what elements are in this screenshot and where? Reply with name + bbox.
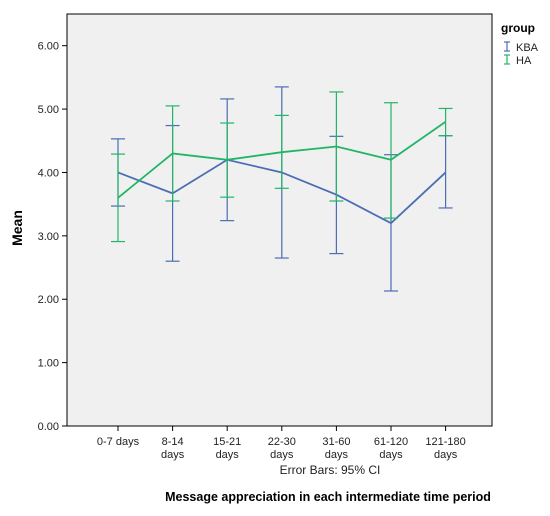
x-tick-label: 61-120 [374,436,408,448]
legend-title: group [501,21,535,35]
x-tick-label: days [434,449,458,461]
x-tick-label: 121-180 [425,436,465,448]
y-axis: 0.00 1.00 2.00 3.00 4.00 5.00 6.00 [38,41,67,433]
legend-label: HA [516,55,532,67]
series-layer [111,86,453,292]
x-axis: 0-7 days 8-14days15-21days22-30days31-60d… [97,426,466,461]
legend-errorbar-icon [504,54,510,65]
x-tick-label: 8-14 [162,436,184,448]
series-ha [111,91,453,243]
error-bars-note: Error Bars: 95% CI [280,463,381,477]
x-tick-label: 22-30 [268,436,296,448]
x-tick-label: days [216,449,240,461]
y-tick-label: 0.00 [38,421,59,433]
x-tick-label: days [161,449,185,461]
y-tick-label: 5.00 [38,104,59,116]
y-tick-label: 4.00 [38,167,59,179]
legend-entry-ha: HA [504,54,532,67]
x-axis-title: Message appreciation in each intermediat… [165,490,491,504]
legend-errorbar-icon [504,41,510,52]
x-tick-label: days [270,449,294,461]
x-tick-label: 31-60 [322,436,350,448]
x-tick-label: 0-7 days [97,436,140,448]
y-tick-label: 6.00 [38,41,59,53]
series-line-ha [117,121,447,199]
legend-entry-kba: KBA [504,41,539,54]
y-tick-label: 1.00 [38,358,59,370]
legend-label: KBA [516,42,539,54]
y-tick-label: 3.00 [38,231,59,243]
y-tick-label: 2.00 [38,294,59,306]
y-axis-label: Mean [9,210,25,246]
x-tick-label: days [379,449,403,461]
x-tick-label: 15-21 [213,436,241,448]
plot-area [66,13,493,427]
x-tick-label: days [325,449,349,461]
